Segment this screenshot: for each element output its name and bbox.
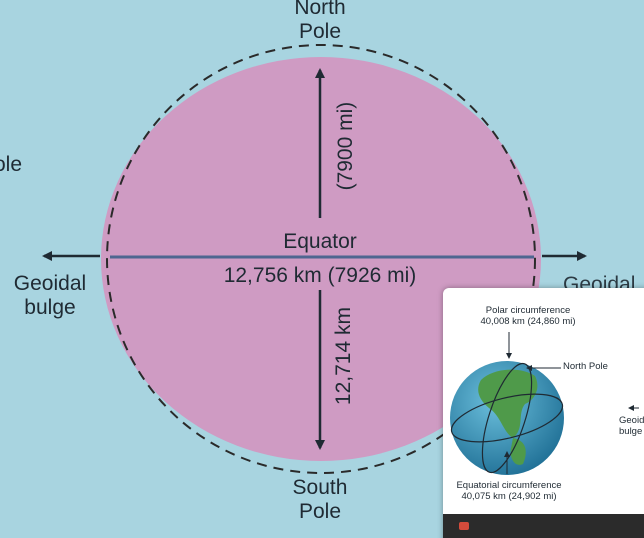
earth-ellipse xyxy=(101,57,541,461)
partial-pole-label: ole xyxy=(0,153,23,176)
equatorial-diameter-label: 12,756 km (7926 mi) xyxy=(223,264,417,287)
globe-inset-card[interactable]: Polar circumference 40,008 km (24,860 mi… xyxy=(443,288,644,538)
equatorial-circumference-label: Equatorial circumference 40,075 km (24,9… xyxy=(456,480,562,502)
north-pole-label: North Pole xyxy=(294,0,346,44)
reference-sphere-outline xyxy=(106,44,536,474)
south-pole-label: South Pole xyxy=(292,476,348,524)
polar-circumference-label: Polar circumference 40,008 km (24,860 mi… xyxy=(480,305,576,327)
geoidal-bulge-left-label: Geoidal bulge xyxy=(13,272,87,320)
equator-label: Equator xyxy=(283,230,357,253)
polar-diameter-mi-label: (7900 mi) xyxy=(333,101,357,191)
geoidal-bulge-inset-label: Geoid bulge xyxy=(619,415,644,437)
polar-diameter-km-label: 12,714 km xyxy=(331,307,355,406)
globe-icon xyxy=(450,332,639,475)
app-icon[interactable] xyxy=(459,522,469,530)
north-pole-inset-label: North Pole xyxy=(563,361,608,372)
inset-bottom-bar[interactable] xyxy=(443,514,644,538)
